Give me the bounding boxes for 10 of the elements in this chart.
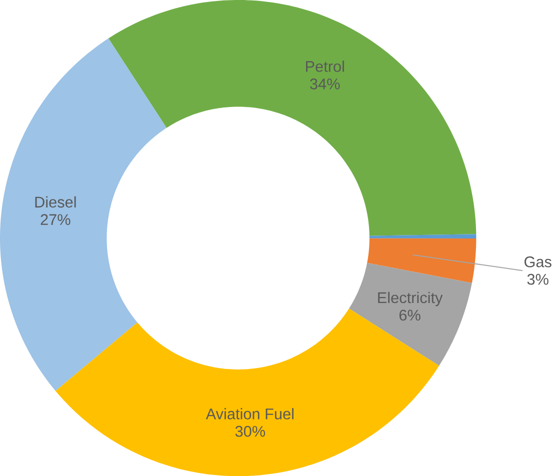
slice-label: Electricity [378, 292, 443, 306]
data-label: 3% [527, 274, 548, 285]
slice-label: Diesel [35, 196, 76, 208]
data-label: 34% [310, 78, 340, 90]
data-label: 27% [40, 214, 70, 225]
slice-label: Aviation Fuel [206, 408, 294, 420]
data-label: 6% [399, 310, 420, 321]
slice-label: Petrol [306, 60, 344, 72]
data-label: 30% [235, 426, 266, 437]
slice-label: Gas [524, 256, 552, 268]
